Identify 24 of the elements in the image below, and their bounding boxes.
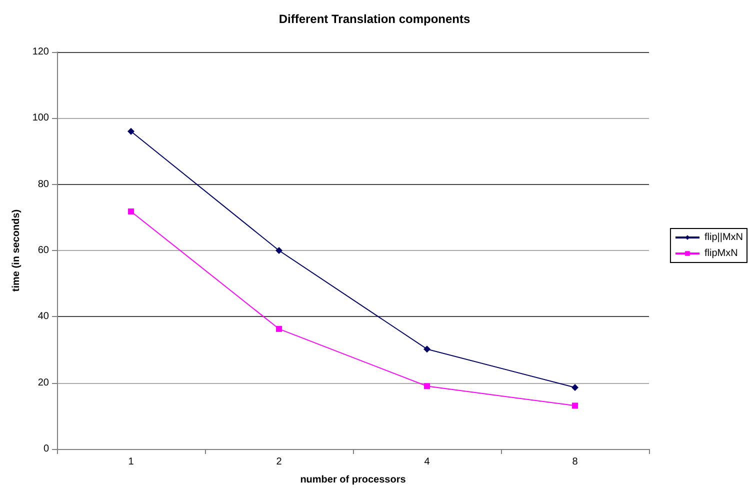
y-axis-title: time (in seconds) (10, 209, 22, 292)
point (128, 128, 134, 135)
point (424, 383, 430, 390)
y-tick-label: 20 (38, 377, 50, 388)
x-tick-label: 8 (572, 456, 578, 468)
y-tick-label: 120 (32, 46, 50, 58)
y-tick-label: 0 (43, 444, 50, 454)
x-tick-label: 4 (424, 456, 430, 468)
point (572, 402, 578, 409)
point (276, 326, 282, 332)
point (424, 346, 430, 353)
point (276, 247, 282, 254)
point (128, 208, 134, 214)
x-tick-label: 2 (276, 456, 282, 468)
y-tick-label: 40 (38, 311, 50, 322)
y-tick-label: 80 (38, 178, 50, 190)
x-tick-label: 1 (128, 456, 134, 468)
chart-title: Different Translation components (278, 12, 470, 26)
legend-label: flipMxN (704, 248, 738, 259)
y-tick-label: 60 (38, 245, 50, 256)
x-axis-title: number of processors (300, 474, 406, 486)
legend-label: flip||MxN (704, 232, 743, 243)
point (572, 384, 578, 391)
y-tick-label: 100 (32, 112, 50, 124)
